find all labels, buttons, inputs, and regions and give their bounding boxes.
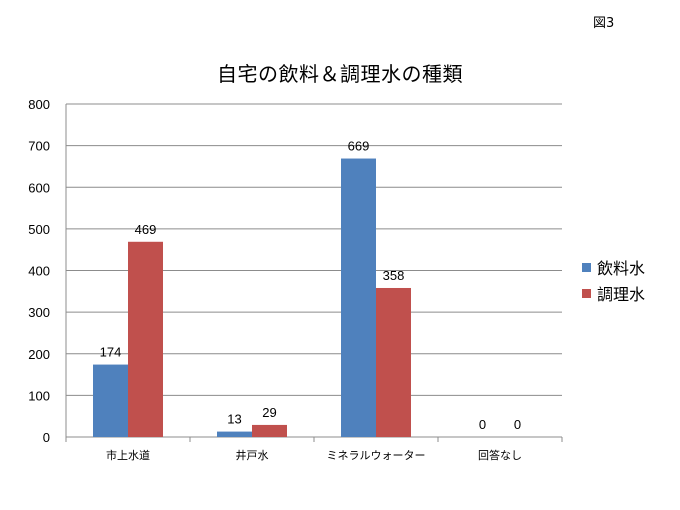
x-category-label: ミネラルウォーター — [327, 449, 426, 462]
data-label: 174 — [100, 345, 122, 360]
data-label: 0 — [514, 417, 521, 432]
y-tick-label: 500 — [28, 222, 50, 237]
data-label: 0 — [479, 417, 486, 432]
bar — [341, 158, 376, 437]
legend-item-drinking-water: 飲料水 — [582, 254, 645, 280]
bar — [217, 431, 252, 437]
bar — [376, 287, 411, 437]
legend-swatch-drinking-water — [582, 262, 591, 272]
legend-swatch-cooking-water — [582, 288, 591, 298]
legend-label-cooking-water: 調理水 — [597, 285, 646, 304]
y-tick-label: 800 — [28, 97, 50, 112]
data-label: 29 — [262, 405, 276, 420]
chart-title: 自宅の飲料＆調理水の種類 — [217, 62, 463, 86]
data-label: 469 — [135, 222, 157, 237]
y-tick-label: 400 — [28, 264, 50, 279]
y-tick-label: 200 — [28, 347, 50, 362]
bar — [93, 364, 128, 437]
x-category-label: 市上水道 — [106, 448, 150, 462]
legend: 飲料水 調理水 — [582, 254, 645, 306]
bar — [128, 241, 163, 437]
y-tick-label: 700 — [28, 139, 50, 154]
data-label: 13 — [227, 412, 241, 427]
y-tick-label: 100 — [28, 388, 50, 403]
figure-label: 図3 — [593, 16, 615, 31]
y-tick-label: 300 — [28, 305, 50, 320]
data-label: 358 — [383, 268, 405, 283]
legend-item-cooking-water: 調理水 — [582, 280, 645, 306]
y-tick-label: 0 — [43, 430, 50, 445]
legend-label-drinking-water: 飲料水 — [597, 259, 646, 278]
y-tick-label: 600 — [28, 180, 50, 195]
bar — [252, 424, 287, 437]
data-label: 669 — [348, 139, 370, 154]
x-category-label: 井戸水 — [236, 448, 269, 462]
x-category-label: 回答なし — [478, 448, 522, 462]
